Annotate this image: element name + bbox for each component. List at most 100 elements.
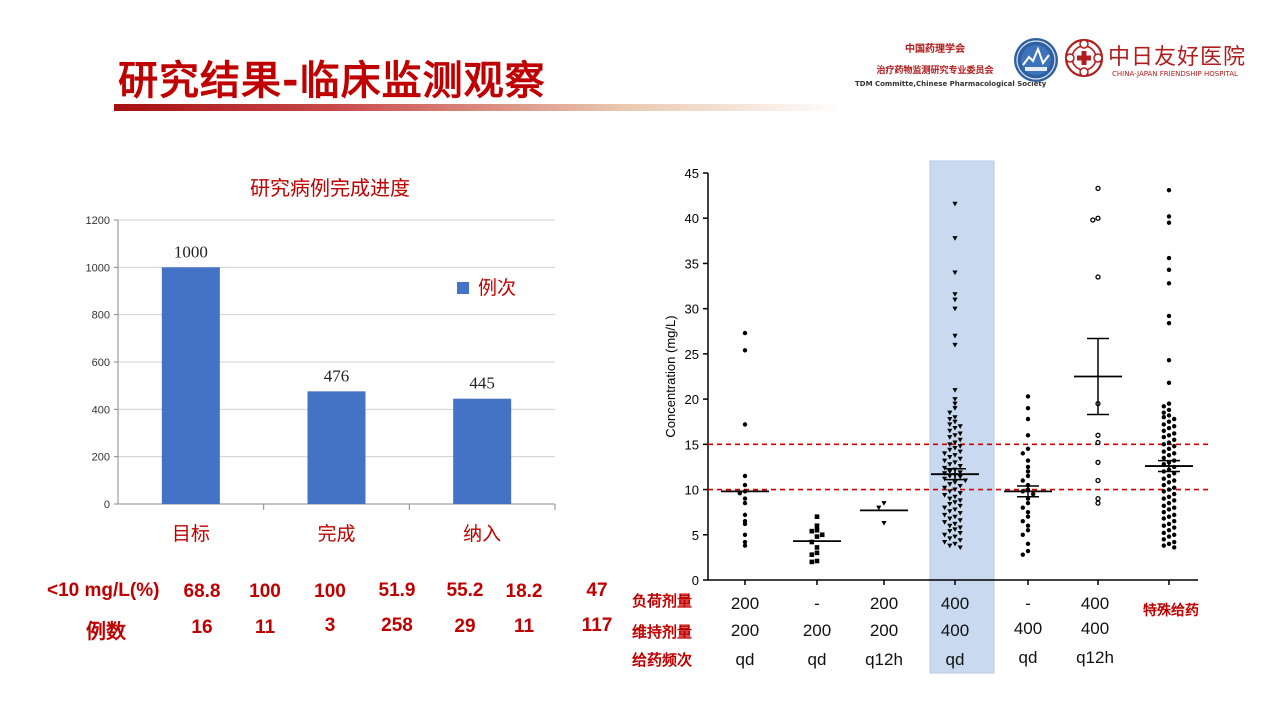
loading-dose-value: 400 (1080, 594, 1110, 613)
data-point (1166, 281, 1172, 286)
data-point (952, 270, 958, 276)
data-point (819, 532, 825, 538)
data-point (942, 532, 948, 538)
data-point (947, 473, 953, 479)
data-point (1166, 407, 1172, 413)
data-point (942, 451, 948, 456)
committee-name-cn: 治疗药物监测研究专业委员会 (876, 66, 994, 76)
data-point (1095, 477, 1101, 484)
data-point (957, 431, 963, 437)
data-point (742, 482, 748, 488)
pct-value: 55.2 (446, 580, 484, 601)
data-point (957, 444, 963, 449)
data-point (957, 424, 963, 429)
data-point (814, 523, 820, 529)
data-point (942, 485, 948, 491)
data-point (957, 545, 963, 551)
data-point (1095, 432, 1101, 438)
data-point (952, 534, 958, 540)
frequency-value: qd (945, 650, 965, 669)
data-point (1095, 215, 1101, 221)
data-point (957, 470, 963, 475)
data-point (1161, 516, 1166, 521)
data-point (1166, 320, 1172, 326)
data-point (952, 527, 958, 532)
data-point (1161, 415, 1166, 420)
data-point (1166, 413, 1172, 418)
data-point (814, 550, 820, 556)
data-point (1025, 523, 1031, 528)
data-point (1172, 512, 1177, 518)
data-point (1166, 500, 1172, 506)
loading-dose-value: 200 (869, 594, 899, 613)
data-point (957, 491, 963, 496)
bar (307, 391, 366, 504)
data-point (1172, 451, 1177, 456)
data-point (957, 530, 963, 536)
data-point (1161, 428, 1166, 433)
data-point (1172, 525, 1177, 530)
hospital-logo-icon (1064, 38, 1104, 78)
count-value: 258 (381, 615, 413, 636)
data-point (1166, 487, 1172, 492)
data-point (1166, 187, 1172, 193)
data-point (1166, 380, 1172, 386)
data-point (809, 539, 815, 545)
data-point (1025, 514, 1031, 519)
data-point (957, 511, 963, 516)
loading-dose-value: 200 (730, 594, 760, 613)
data-point (1025, 464, 1031, 470)
data-point (957, 503, 963, 509)
data-point (1025, 541, 1031, 547)
data-point (957, 456, 963, 462)
data-point (1172, 498, 1177, 503)
legend-label: 例次 (478, 277, 516, 299)
data-point (1161, 509, 1166, 515)
data-point (1166, 313, 1172, 319)
data-point (1090, 217, 1096, 223)
data-point (1025, 509, 1031, 515)
data-point (1025, 473, 1031, 479)
data-point (1166, 528, 1172, 533)
data-point (742, 543, 748, 548)
data-point (957, 518, 963, 523)
data-point (1166, 521, 1172, 527)
data-point (1166, 507, 1172, 512)
loading-dose-label: 负荷剂量 (632, 592, 693, 610)
data-point (952, 292, 958, 297)
data-point (952, 460, 958, 466)
data-point (881, 521, 887, 526)
data-point (1172, 545, 1177, 550)
data-point (947, 462, 953, 467)
frequency-value: q12h (1076, 648, 1114, 667)
bar-y-tick-label: 800 (92, 310, 110, 322)
data-point (814, 558, 820, 564)
data-point (952, 406, 958, 411)
bar-y-tick-label: 0 (104, 499, 110, 511)
bar-category-label: 目标 (171, 523, 210, 545)
data-point (1095, 274, 1101, 280)
data-point (952, 521, 958, 527)
data-point (1172, 437, 1177, 443)
bar-y-tick-label: 600 (92, 357, 110, 369)
pct-row-label: <10 mg/L(%) (47, 580, 160, 601)
bar-y-tick-label: 200 (92, 452, 110, 464)
data-point (1025, 528, 1031, 533)
data-point (1166, 425, 1172, 431)
hospital-name-en: CHINA-JAPAN FRIENDSHIP HOSPITAL (1112, 70, 1238, 78)
data-point (947, 502, 953, 507)
data-point (1161, 543, 1166, 548)
data-point (942, 492, 948, 498)
data-point (957, 483, 963, 489)
data-point (1025, 416, 1031, 422)
data-point (947, 410, 953, 416)
bar-y-tick-label: 400 (92, 404, 110, 416)
count-value: 16 (191, 617, 213, 638)
data-point (1161, 476, 1166, 481)
data-point (957, 525, 963, 531)
data-point (1172, 532, 1177, 537)
data-point (1166, 480, 1172, 485)
loading-dose-value: - (1025, 594, 1031, 613)
dot-y-tick-label: 10 (685, 483, 699, 498)
data-point (742, 496, 748, 501)
